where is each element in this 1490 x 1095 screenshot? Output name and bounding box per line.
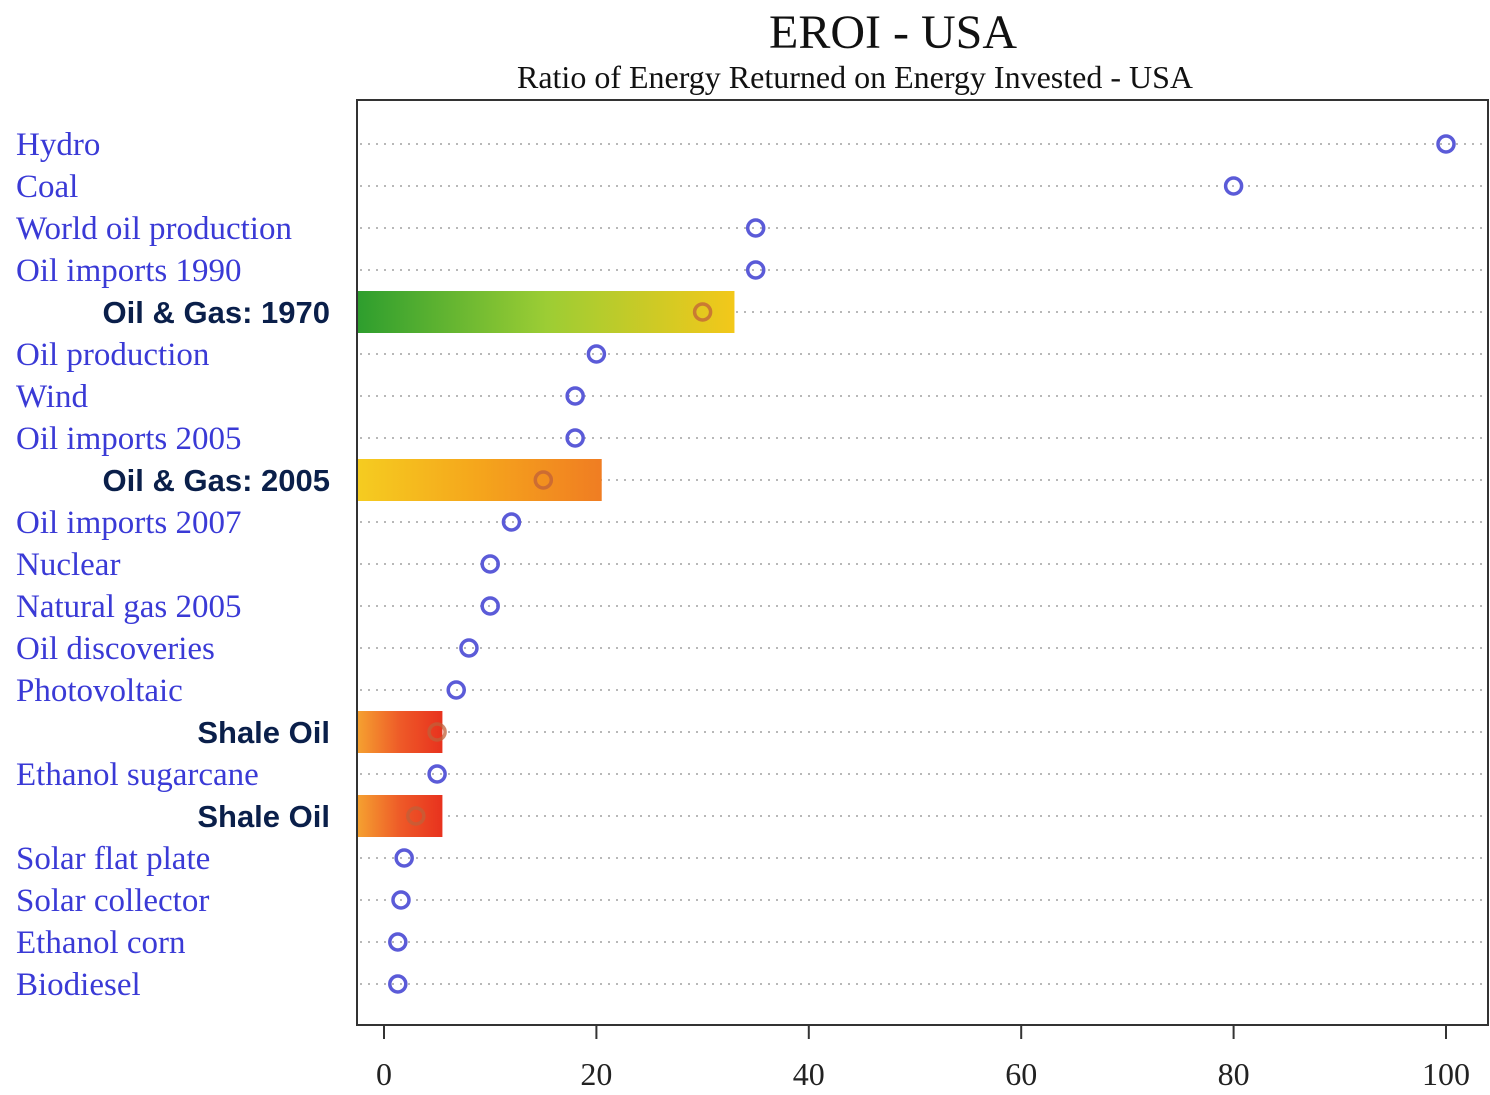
label-natural-gas-2005-11: Natural gas 2005 (16, 589, 241, 625)
point-shale-oil-14 (427, 722, 447, 742)
point-oil-imports-1990-3 (745, 260, 766, 280)
point-oil-imports-2005-7 (565, 428, 585, 448)
label-photovoltaic-13: Photovoltaic (16, 673, 183, 709)
point-oil-discoveries-12 (459, 638, 479, 658)
label-ethanol-corn-19: Ethanol corn (16, 925, 186, 961)
point-ethanol-corn-19 (388, 932, 408, 952)
label-biodiesel-20: Biodiesel (16, 967, 141, 1003)
x-tick-label-60: 60 (1005, 1056, 1037, 1092)
range-bar-oil-gas-2005-8 (358, 459, 602, 501)
plot-frame (356, 99, 1489, 1026)
point-oil-gas-2005-8 (533, 470, 554, 490)
x-tick-label-0: 0 (376, 1056, 392, 1092)
data-points (388, 134, 1456, 994)
label-oil-production-5: Oil production (16, 337, 209, 373)
point-coal-1 (1223, 176, 1244, 196)
highlight-bars (358, 291, 735, 837)
label-oil-imports-1990-3: Oil imports 1990 (16, 253, 242, 289)
point-wind-6 (565, 386, 585, 406)
x-tick-label-80: 80 (1218, 1056, 1250, 1092)
x-tick-label-20: 20 (580, 1056, 612, 1092)
label-ethanol-sugarcane-15: Ethanol sugarcane (16, 757, 259, 793)
point-hydro-0 (1436, 134, 1456, 154)
label-shale-oil-16: Shale Oil (197, 799, 330, 834)
point-shale-oil-16 (406, 806, 426, 826)
point-oil-imports-2007-9 (501, 512, 522, 532)
label-oil-discoveries-12: Oil discoveries (16, 631, 215, 667)
point-world-oil-production-2 (745, 218, 766, 238)
label-oil-gas-1970-4: Oil & Gas: 1970 (103, 295, 330, 330)
label-shale-oil-14: Shale Oil (197, 715, 330, 750)
point-biodiesel-20 (388, 974, 408, 994)
point-oil-production-5 (586, 344, 607, 364)
range-bar-oil-gas-1970-4 (358, 291, 735, 333)
point-photovoltaic-13 (446, 680, 466, 700)
point-ethanol-sugarcane-15 (427, 764, 447, 784)
label-oil-gas-2005-8: Oil & Gas: 2005 (103, 463, 330, 498)
chart-title: EROI - USA (769, 6, 1017, 59)
point-natural-gas-2005-11 (480, 596, 500, 616)
point-solar-collector-18 (391, 890, 411, 910)
point-solar-flat-plate-17 (394, 848, 414, 868)
x-tick-label-40: 40 (793, 1056, 825, 1092)
label-oil-imports-2007-9: Oil imports 2007 (16, 505, 242, 541)
label-oil-imports-2005-7: Oil imports 2005 (16, 421, 242, 457)
label-solar-flat-plate-17: Solar flat plate (16, 841, 210, 877)
label-world-oil-production-2: World oil production (16, 211, 292, 247)
x-tick-label-100: 100 (1422, 1056, 1470, 1092)
point-oil-gas-1970-4 (692, 302, 713, 322)
point-nuclear-10 (480, 554, 500, 574)
label-nuclear-10: Nuclear (16, 547, 120, 583)
chart-subtitle: Ratio of Energy Returned on Energy Inves… (517, 59, 1193, 95)
category-labels: Hydro Coal World oil production Oil imports… (16, 127, 330, 1003)
label-coal-1: Coal (16, 169, 78, 205)
range-bar-shale-oil-16 (358, 795, 443, 837)
label-wind-6: Wind (16, 379, 88, 415)
label-hydro-0: Hydro (16, 127, 100, 163)
grid-lines (360, 143, 1485, 985)
label-solar-collector-18: Solar collector (16, 883, 209, 919)
x-axis: 0 20 40 60 80 100 (376, 1025, 1470, 1092)
